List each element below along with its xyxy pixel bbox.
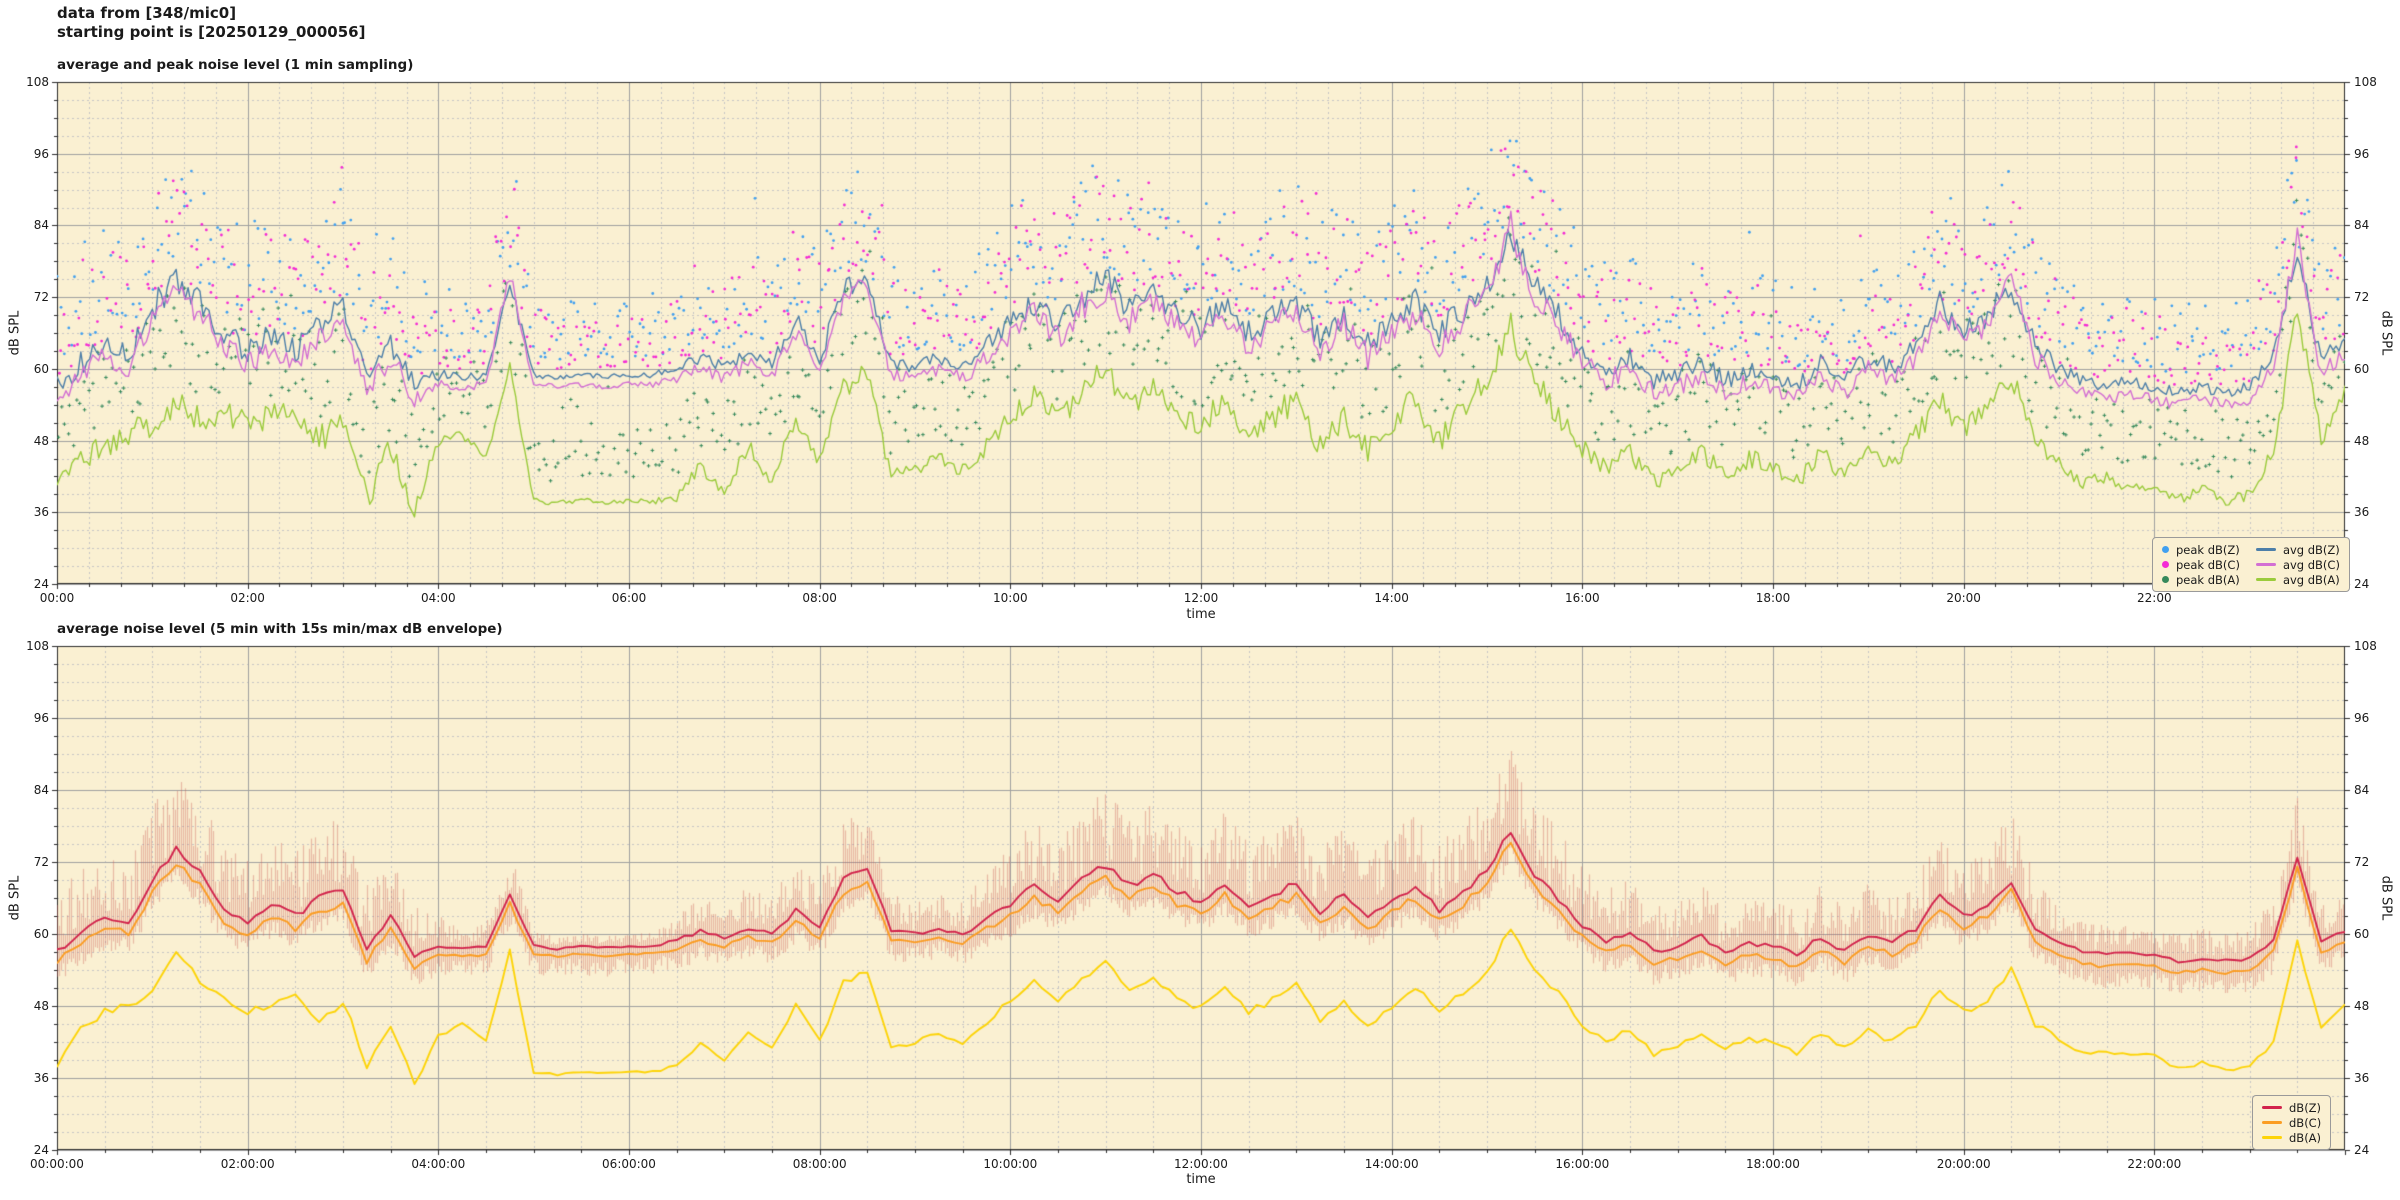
x-tick-label: 14:00: [1374, 591, 1409, 605]
y-tick-label: 60: [33, 927, 49, 941]
x-tick-label: 18:00: [1755, 591, 1791, 605]
y-tick-label: 24: [2354, 577, 2370, 591]
x-tick-label: 22:00: [2137, 591, 2172, 605]
top-xlabel: time: [1186, 607, 1216, 622]
y-tick-label: 84: [2354, 783, 2370, 797]
y-tick-label: 96: [2354, 146, 2370, 161]
x-tick-label: 10:00: [993, 591, 1028, 605]
y-tick-label: 48: [2354, 433, 2370, 448]
legend-entry: dB(Z): [2262, 1100, 2321, 1115]
x-tick-label: 20:00: [1946, 591, 1981, 605]
y-tick-label: 24: [33, 1143, 49, 1157]
x-tick-label: 16:00: [1565, 591, 1600, 605]
legend-entry-label: avg dB(A): [2282, 572, 2340, 587]
y-tick-label: 72: [2354, 855, 2370, 869]
x-tick-label: 06:00: [611, 591, 647, 605]
legend-line-marker: [2262, 1135, 2282, 1140]
y-tick-label: 72: [33, 290, 49, 305]
y-tick-label: 60: [2354, 927, 2370, 941]
bottom-ylabel-right: dB SPL: [2378, 875, 2394, 921]
x-tick-label: 12:00: [1183, 591, 1219, 605]
y-tick-label: 108: [26, 75, 49, 89]
x-tick-label: 02:00: [230, 591, 265, 605]
y-tick-label: 36: [33, 1071, 49, 1085]
x-tick-label: 06:00:00: [602, 1157, 656, 1171]
x-tick-label: 20:00:00: [1936, 1157, 1991, 1171]
y-tick-label: 48: [2354, 999, 2370, 1013]
y-tick-label: 84: [33, 783, 49, 797]
top-chart-title: average and peak noise level (1 min samp…: [57, 57, 414, 73]
y-tick-label: 48: [33, 433, 49, 448]
y-tick-label: 36: [2354, 1071, 2370, 1085]
x-tick-label: 00:00: [39, 591, 75, 605]
legend-line-marker: [2262, 1105, 2282, 1110]
legend-entry: avg dB(A): [2255, 572, 2340, 587]
x-tick-label: 10:00:00: [983, 1157, 1038, 1171]
y-tick-label: 84: [2354, 218, 2370, 233]
legend-line-marker: [2255, 562, 2276, 567]
legend-entry: avg dB(C): [2255, 557, 2340, 572]
legend-entry-label: dB(A): [2289, 1130, 2322, 1145]
x-tick-label: 16:00:00: [1555, 1157, 1610, 1171]
legend-dot-marker: [2162, 546, 2169, 553]
y-tick-label: 72: [2354, 290, 2370, 305]
y-tick-label: 96: [33, 146, 49, 161]
x-tick-label: 08:00:00: [792, 1157, 847, 1171]
legend-entry: peak dB(C): [2162, 557, 2240, 572]
x-tick-label: 14:00:00: [1364, 1157, 1419, 1171]
y-tick-label: 108: [2354, 75, 2377, 89]
legend-entry-label: peak dB(A): [2176, 572, 2240, 587]
legend-entry-label: peak dB(C): [2176, 557, 2240, 572]
x-tick-label: 00:00:00: [30, 1157, 84, 1171]
x-tick-label: 18:00:00: [1746, 1157, 1800, 1171]
top-ylabel-right: dB SPL: [2378, 310, 2394, 356]
bottom-ylabel-left: dB SPL: [7, 875, 23, 921]
x-tick-label: 08:00: [802, 591, 837, 605]
y-tick-label: 72: [33, 855, 49, 869]
top-ylabel-left: dB SPL: [7, 310, 23, 356]
y-tick-label: 84: [33, 218, 49, 233]
legend-entry-label: peak dB(Z): [2176, 542, 2240, 557]
legend-line-marker: [2255, 577, 2276, 582]
legend-entry-label: dB(C): [2289, 1115, 2322, 1130]
legend-entry-label: avg dB(C): [2282, 557, 2340, 572]
y-tick-label: 96: [33, 711, 49, 725]
header-start-point: starting point is [20250129_000056]: [57, 23, 366, 41]
y-tick-label: 108: [2354, 639, 2377, 653]
x-tick-label: 04:00:00: [411, 1157, 466, 1171]
legend-entry: dB(C): [2262, 1115, 2321, 1130]
y-tick-label: 96: [2354, 711, 2370, 725]
y-tick-label: 36: [33, 505, 49, 520]
y-tick-label: 24: [33, 577, 49, 591]
x-tick-label: 02:00:00: [220, 1157, 275, 1171]
legend-dot-marker: [2162, 576, 2169, 583]
x-tick-label: 22:00:00: [2127, 1157, 2182, 1171]
y-tick-label: 36: [2354, 505, 2370, 520]
legend-line-marker: [2255, 547, 2276, 552]
top-chart-legend: peak dB(Z) avg dB(Z) peak dB(C) avg dB(C) pe…: [2152, 537, 2350, 592]
y-tick-label: 60: [2354, 361, 2370, 376]
legend-entry: peak dB(A): [2162, 572, 2240, 587]
legend-line-marker: [2262, 1120, 2282, 1125]
header-data-source: data from [348/mic0]: [57, 4, 237, 22]
y-tick-label: 108: [26, 639, 49, 653]
x-tick-label: 12:00:00: [1174, 1157, 1228, 1171]
legend-entry: avg dB(Z): [2255, 542, 2340, 557]
legend-dot-marker: [2162, 561, 2169, 568]
bottom-chart-legend: dB(Z) dB(C) dB(A): [2252, 1095, 2332, 1150]
legend-entry-label: dB(Z): [2289, 1100, 2322, 1115]
bottom-chart-title: average noise level (5 min with 15s min/…: [57, 621, 503, 637]
legend-entry-label: avg dB(Z): [2282, 542, 2340, 557]
y-tick-label: 24: [2354, 1143, 2370, 1157]
legend-entry: dB(A): [2262, 1130, 2321, 1145]
y-tick-label: 60: [33, 361, 49, 376]
x-tick-label: 04:00: [421, 591, 456, 605]
y-tick-label: 48: [33, 999, 49, 1013]
legend-entry: peak dB(Z): [2162, 542, 2240, 557]
bottom-xlabel: time: [1186, 1172, 1216, 1187]
